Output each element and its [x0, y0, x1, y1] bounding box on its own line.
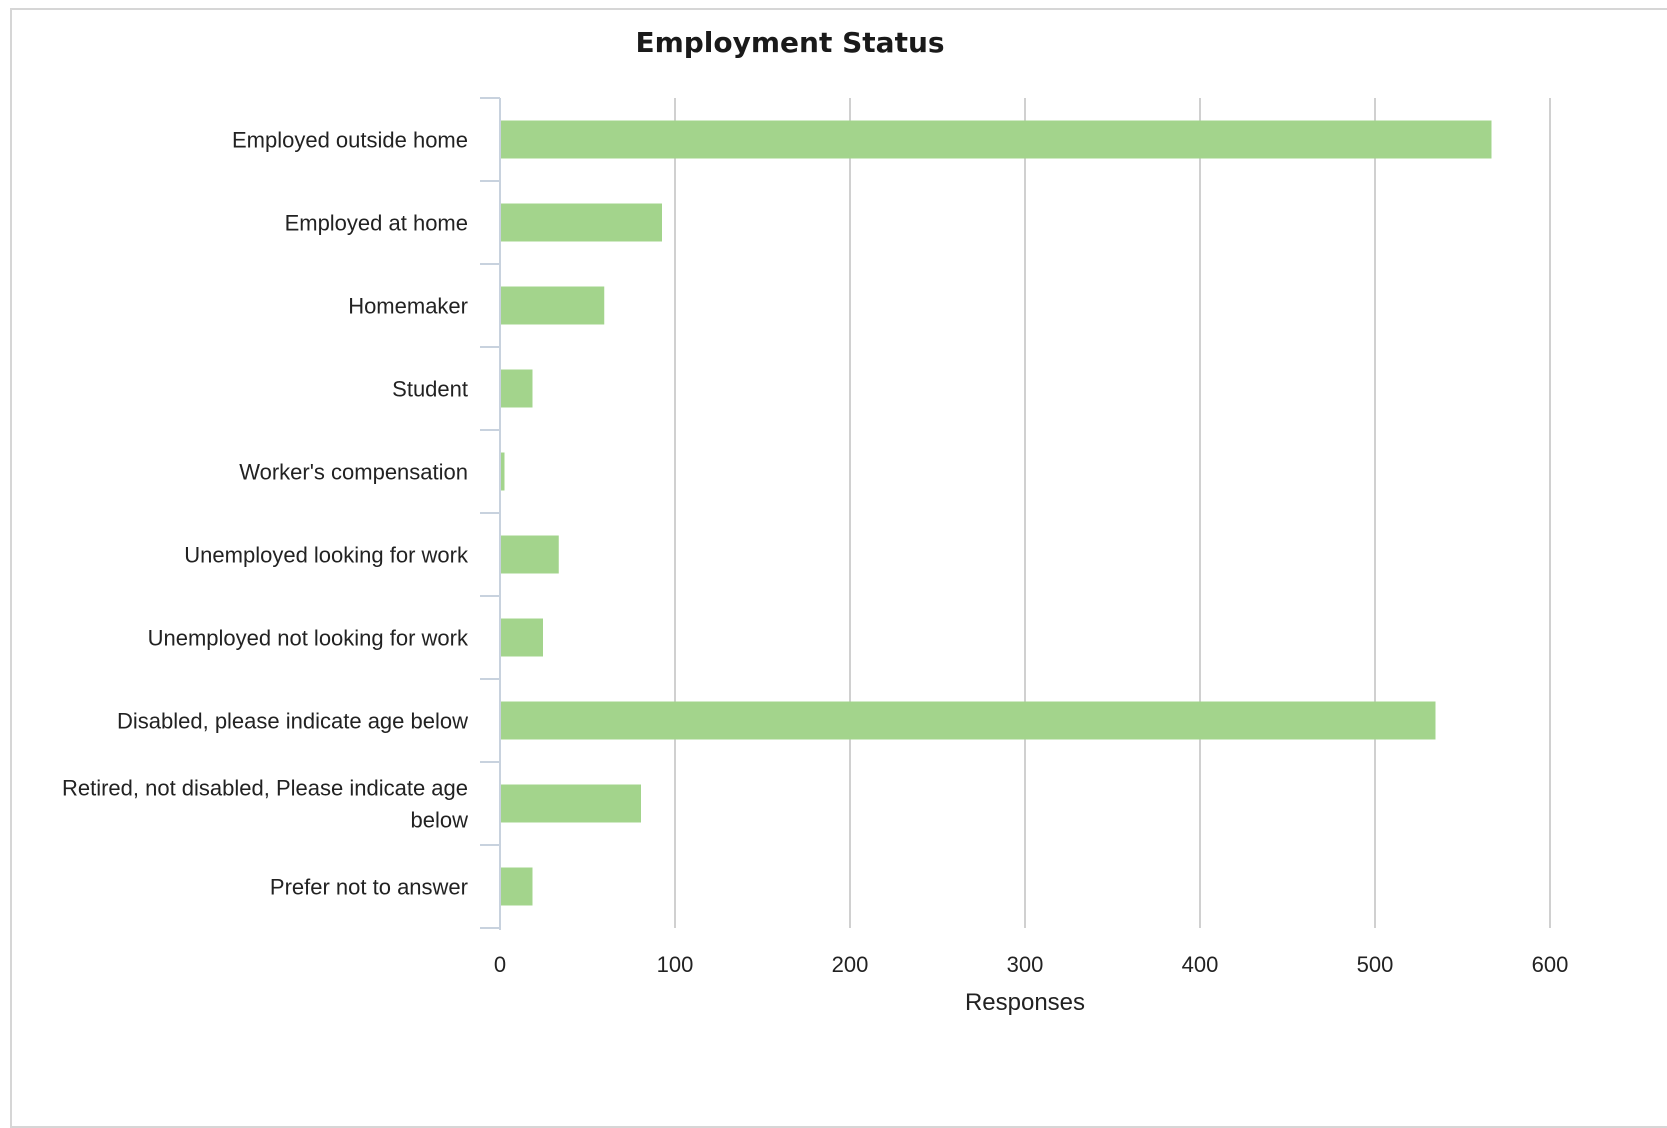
x-tick-label: 100: [657, 952, 694, 977]
category-label: Worker's compensation: [239, 460, 468, 485]
bars: [501, 120, 1492, 906]
category-label: Unemployed not looking for work: [148, 626, 469, 651]
category-label: Homemaker: [348, 294, 468, 319]
bar: [501, 452, 505, 491]
category-label: below: [411, 808, 469, 833]
chart-title: Employment Status: [635, 26, 945, 59]
bar: [501, 535, 559, 574]
bar: [501, 867, 533, 906]
y-axis: [480, 97, 501, 930]
x-tick-label: 200: [832, 952, 869, 977]
bar: [501, 203, 662, 242]
bar: [501, 286, 605, 325]
x-tick-label: 500: [1357, 952, 1394, 977]
bar: [501, 120, 1492, 159]
category-label: Employed outside home: [232, 128, 468, 153]
bar: [501, 618, 543, 657]
bar: [501, 369, 533, 408]
category-label: Retired, not disabled, Please indicate a…: [62, 776, 468, 801]
gridlines: [674, 98, 1551, 928]
x-tick-label: 600: [1532, 952, 1569, 977]
category-label: Disabled, please indicate age below: [117, 709, 468, 734]
category-label: Unemployed looking for work: [184, 543, 469, 568]
bar: [501, 701, 1436, 740]
x-axis-title: Responses: [965, 989, 1085, 1016]
category-label: Prefer not to answer: [270, 875, 468, 900]
category-label: Student: [392, 377, 468, 402]
x-tick-label: 400: [1182, 952, 1219, 977]
chart-panel: [10, 8, 1667, 1128]
category-label: Employed at home: [285, 211, 468, 236]
x-tick-label: 0: [494, 952, 506, 977]
x-tick-labels: 0 100 200 300 400 500 600: [494, 952, 1568, 977]
bar: [501, 784, 641, 823]
x-tick-label: 300: [1007, 952, 1044, 977]
category-labels: Employed outside home Employed at home Hom…: [62, 128, 469, 900]
